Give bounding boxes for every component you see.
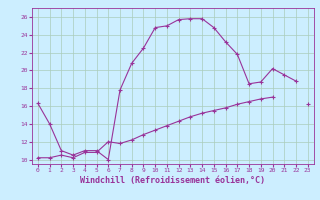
- X-axis label: Windchill (Refroidissement éolien,°C): Windchill (Refroidissement éolien,°C): [80, 176, 265, 185]
